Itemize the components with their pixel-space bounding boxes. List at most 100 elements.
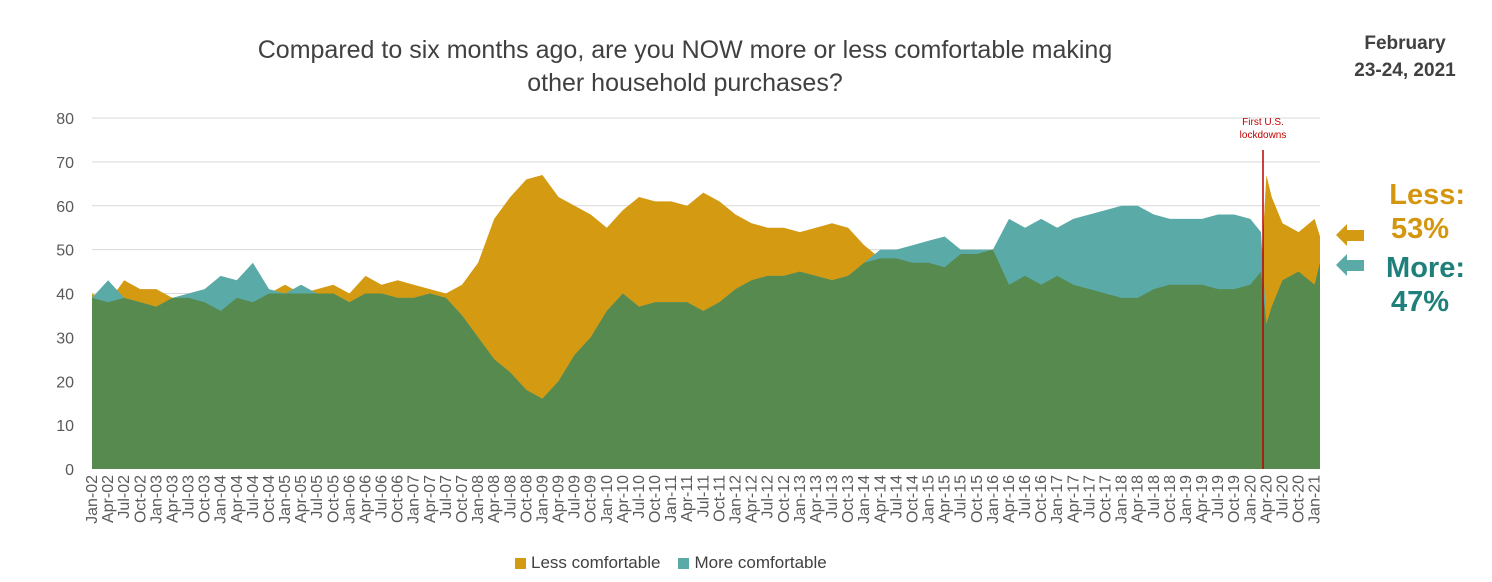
- chart-title-line1: Compared to six months ago, are you NOW …: [257, 36, 1113, 64]
- x-tick-label: Apr-15: [937, 475, 954, 523]
- chart-areas: [92, 175, 1320, 470]
- x-tick-label: Oct-05: [325, 475, 342, 523]
- x-tick-label: Oct-02: [132, 475, 149, 523]
- legend-item-less: Less comfortable: [515, 553, 660, 573]
- x-tick-label: Jul-16: [1017, 475, 1034, 519]
- x-tick-label: Apr-12: [744, 475, 761, 523]
- x-tick-label: Jan-21: [1307, 475, 1324, 524]
- x-tick-label: Jan-03: [148, 475, 165, 524]
- x-tick-label: Oct-09: [583, 475, 600, 523]
- lockdown-marker: First U.S. lockdowns: [1240, 117, 1287, 469]
- more-callout-label: More:: [1386, 252, 1465, 284]
- y-tick-label: 30: [56, 330, 74, 347]
- x-tick-label: Oct-19: [1226, 475, 1243, 523]
- y-tick-label: 20: [56, 374, 74, 391]
- x-tick-label: Apr-17: [1065, 475, 1082, 523]
- y-tick-label: 10: [56, 418, 74, 435]
- x-tick-label: Jan-13: [792, 475, 809, 524]
- x-tick-label: Jul-18: [1146, 475, 1163, 519]
- x-tick-label: Jul-14: [888, 475, 905, 519]
- x-axis: Jan-02 Apr-02 Jul-02 Oct-02 Jan-03 Apr-03 Jul-…: [84, 475, 1324, 524]
- legend-label-less: Less comfortable: [531, 553, 661, 572]
- y-tick-label: 60: [56, 199, 74, 216]
- x-tick-label: Apr-06: [358, 475, 375, 523]
- x-tick-label: Oct-10: [647, 475, 664, 523]
- less-callout: Less: 53%: [1365, 178, 1465, 246]
- more-arrow-icon: [1336, 254, 1364, 276]
- less-callout-label: Less:: [1389, 179, 1465, 211]
- x-tick-label: Jan-04: [213, 475, 230, 524]
- x-tick-label: Jul-02: [116, 475, 133, 519]
- x-tick-label: Jul-04: [245, 475, 262, 519]
- x-tick-label: Jul-20: [1275, 475, 1292, 519]
- x-tick-label: Jul-08: [502, 475, 519, 519]
- chart-title: Compared to six months ago, are you NOW …: [190, 34, 1180, 100]
- x-tick-label: Jul-15: [953, 475, 970, 519]
- x-tick-label: Apr-13: [808, 475, 825, 523]
- x-tick-label: Apr-07: [422, 475, 439, 523]
- x-tick-label: Oct-20: [1291, 475, 1308, 523]
- x-tick-label: Apr-08: [486, 475, 503, 523]
- chart-legend: Less comfortable More comfortable: [515, 553, 827, 573]
- x-tick-label: Jul-12: [760, 475, 777, 519]
- x-tick-label: Jan-06: [341, 475, 358, 524]
- x-tick-label: Jan-18: [1114, 475, 1131, 524]
- y-axis: 0 10 20 30 40 50 60 70 80: [56, 111, 74, 479]
- lockdown-annotation-line2: lockdowns: [1240, 130, 1287, 141]
- x-tick-label: Jan-17: [1049, 475, 1066, 524]
- x-tick-label: Jan-02: [84, 475, 101, 524]
- x-tick-label: Apr-05: [293, 475, 310, 523]
- x-tick-label: Oct-12: [776, 475, 793, 523]
- y-tick-label: 50: [56, 243, 74, 260]
- x-tick-label: Jan-15: [921, 475, 938, 524]
- survey-date: February 23-24, 2021: [1330, 30, 1480, 84]
- x-tick-label: Jul-06: [374, 475, 391, 519]
- x-tick-label: Oct-17: [1098, 475, 1115, 523]
- y-tick-label: 40: [56, 287, 74, 304]
- less-arrow-icon: [1336, 224, 1364, 246]
- x-tick-label: Apr-11: [679, 475, 696, 522]
- x-tick-label: Jul-07: [438, 475, 455, 519]
- x-tick-label: Jan-07: [406, 475, 423, 524]
- x-tick-label: Oct-06: [390, 475, 407, 523]
- x-tick-label: Apr-03: [164, 475, 181, 523]
- x-tick-label: Jul-17: [1081, 475, 1098, 519]
- x-tick-label: Jul-05: [309, 475, 326, 519]
- more-callout-value: 47%: [1390, 286, 1450, 318]
- x-tick-label: Oct-18: [1162, 475, 1179, 523]
- x-tick-label: Jan-16: [985, 475, 1002, 524]
- chart-title-line2: other household purchases?: [527, 69, 843, 97]
- x-tick-label: Oct-15: [969, 475, 986, 523]
- x-tick-label: Apr-14: [872, 475, 889, 523]
- x-tick-label: Jan-09: [534, 475, 551, 524]
- legend-swatch-less: [515, 557, 526, 569]
- x-tick-label: Apr-04: [229, 475, 246, 523]
- x-tick-label: Jul-03: [181, 475, 198, 519]
- less-callout-value: 53%: [1390, 213, 1450, 245]
- x-tick-label: Jan-11: [663, 475, 680, 523]
- lockdown-annotation-line1: First U.S.: [1242, 117, 1284, 128]
- x-tick-label: Jul-13: [824, 475, 841, 519]
- x-tick-label: Oct-07: [454, 475, 471, 523]
- x-tick-label: Oct-13: [840, 475, 857, 523]
- x-tick-label: Apr-20: [1258, 475, 1275, 523]
- x-tick-label: Jul-09: [567, 475, 584, 519]
- x-tick-label: Jan-05: [277, 475, 294, 524]
- legend-swatch-more: [678, 557, 690, 569]
- x-tick-label: Oct-04: [261, 475, 278, 523]
- x-tick-label: Apr-18: [1130, 475, 1147, 523]
- x-tick-label: Apr-19: [1194, 475, 1211, 523]
- callout-arrows: [1336, 224, 1364, 276]
- x-tick-label: Apr-16: [1001, 475, 1018, 523]
- x-tick-label: Apr-10: [615, 475, 632, 523]
- x-tick-label: Jan-10: [599, 475, 616, 524]
- y-tick-label: 80: [56, 111, 74, 128]
- x-tick-label: Jul-11: [695, 475, 712, 517]
- x-tick-label: Jan-08: [470, 475, 487, 524]
- x-tick-label: Apr-02: [100, 475, 117, 523]
- x-tick-label: Apr-09: [551, 475, 568, 523]
- x-tick-label: Jan-19: [1178, 475, 1195, 524]
- y-tick-label: 70: [56, 155, 74, 172]
- legend-label-more: More comfortable: [694, 553, 827, 572]
- x-tick-label: Jan-20: [1242, 475, 1259, 524]
